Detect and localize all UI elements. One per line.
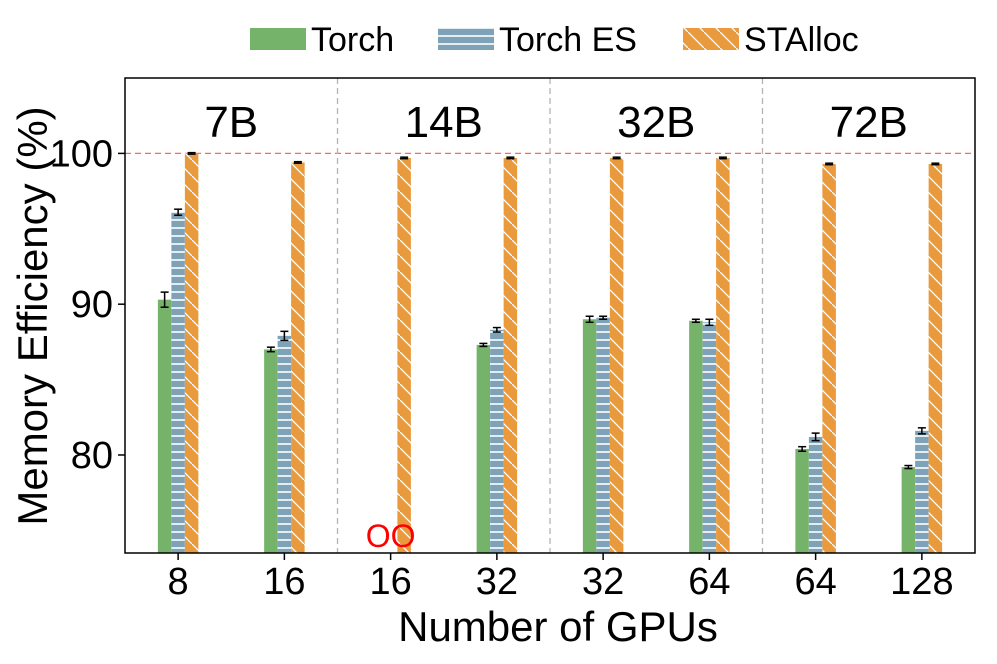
- error-bar-torch-4: [585, 315, 594, 324]
- bar-torch-es-5: [702, 322, 717, 553]
- error-bar-torch-6: [798, 445, 807, 452]
- legend: Torch Torch ES STAlloc: [250, 21, 859, 59]
- bar-stalloc-2: [397, 157, 411, 553]
- bar-torch-7: [901, 467, 916, 553]
- bar-stalloc-1: [291, 162, 305, 553]
- bar-stalloc-6: [822, 163, 836, 553]
- error-bar-stalloc-1: [293, 160, 302, 164]
- x-tick-label-6: 64: [794, 561, 836, 603]
- y-tick-label-80: 80: [71, 435, 113, 477]
- x-tick-label-5: 64: [688, 561, 730, 603]
- bar-torch-es-4: [596, 317, 610, 553]
- legend-swatch-stalloc: [683, 28, 739, 50]
- bar-torch-es-7: [915, 430, 929, 553]
- error-bar-stalloc-0: [187, 151, 196, 155]
- error-bar-torch-es-1: [280, 330, 289, 342]
- error-bar-stalloc-3: [506, 156, 515, 160]
- legend-label-stalloc: STAlloc: [744, 21, 859, 59]
- error-bar-stalloc-5: [718, 156, 727, 160]
- group-label-7b: 7B: [204, 98, 258, 147]
- plot-frame: [124, 77, 976, 554]
- error-bar-stalloc-4: [612, 156, 621, 160]
- x-tick-label-2: 16: [369, 561, 411, 603]
- bar-stalloc-4: [609, 157, 624, 553]
- error-bar-torch-es-3: [492, 326, 501, 333]
- legend-label-torch: Torch: [311, 21, 394, 59]
- legend-label-torch-es: Torch ES: [499, 21, 637, 59]
- bar-torch-es-6: [808, 436, 823, 553]
- oom-marker-0: OO: [366, 518, 416, 554]
- x-tick-label-0: 8: [168, 561, 189, 603]
- y-tick-label-100: 100: [50, 133, 113, 175]
- error-bar-torch-es-5: [705, 318, 714, 327]
- x-tick-label-3: 32: [476, 561, 518, 603]
- x-tick-label-7: 128: [890, 561, 953, 603]
- legend-entry-stalloc: STAlloc: [683, 21, 859, 59]
- legend-entry-torch-es: Torch ES: [438, 21, 637, 59]
- error-bar-stalloc-2: [400, 156, 409, 160]
- bar-stalloc-3: [503, 157, 518, 553]
- error-bar-stalloc-6: [825, 162, 834, 166]
- group-label-72b: 72B: [830, 98, 908, 147]
- legend-entry-torch: Torch: [250, 21, 394, 59]
- y-tick-label-90: 90: [71, 284, 113, 326]
- bar-stalloc-7: [928, 163, 943, 553]
- bar-torch-5: [689, 320, 703, 553]
- error-bar-torch-1: [266, 346, 275, 353]
- x-axis-title: Number of GPUs: [398, 603, 718, 650]
- x-tick-label-1: 16: [263, 561, 305, 603]
- bar-torch-es-1: [277, 335, 292, 553]
- bar-torch-6: [795, 448, 809, 553]
- x-tick-label-4: 32: [582, 561, 624, 603]
- bar-torch-4: [582, 319, 597, 553]
- error-bar-torch-es-4: [599, 315, 608, 321]
- legend-swatch-torch-es: [438, 28, 494, 50]
- bar-torch-0: [157, 299, 172, 553]
- y-axis-title: Memory Efficiency (%): [9, 106, 56, 525]
- bar-stalloc-0: [184, 153, 199, 553]
- error-bar-torch-0: [160, 291, 169, 308]
- bar-torch-3: [476, 344, 491, 553]
- error-bar-torch-es-7: [917, 427, 926, 435]
- group-label-32b: 32B: [617, 98, 695, 147]
- error-bar-torch-es-0: [174, 208, 183, 216]
- error-bar-torch-3: [479, 342, 488, 348]
- bar-torch-es-0: [171, 212, 185, 553]
- error-bar-stalloc-7: [931, 162, 940, 166]
- legend-swatch-torch: [250, 28, 306, 50]
- plot-area: 7B 14B 32B 72B OO 80 90 100 8 16 16 32 32 64 64 128: [50, 77, 976, 603]
- bar-torch-1: [264, 349, 278, 553]
- error-bar-torch-es-6: [811, 432, 820, 442]
- error-bar-torch-7: [904, 464, 913, 470]
- bar-stalloc-5: [716, 157, 730, 553]
- bar-torch-es-3: [490, 329, 504, 553]
- error-bar-torch-5: [691, 318, 700, 324]
- group-label-14b: 14B: [405, 98, 483, 147]
